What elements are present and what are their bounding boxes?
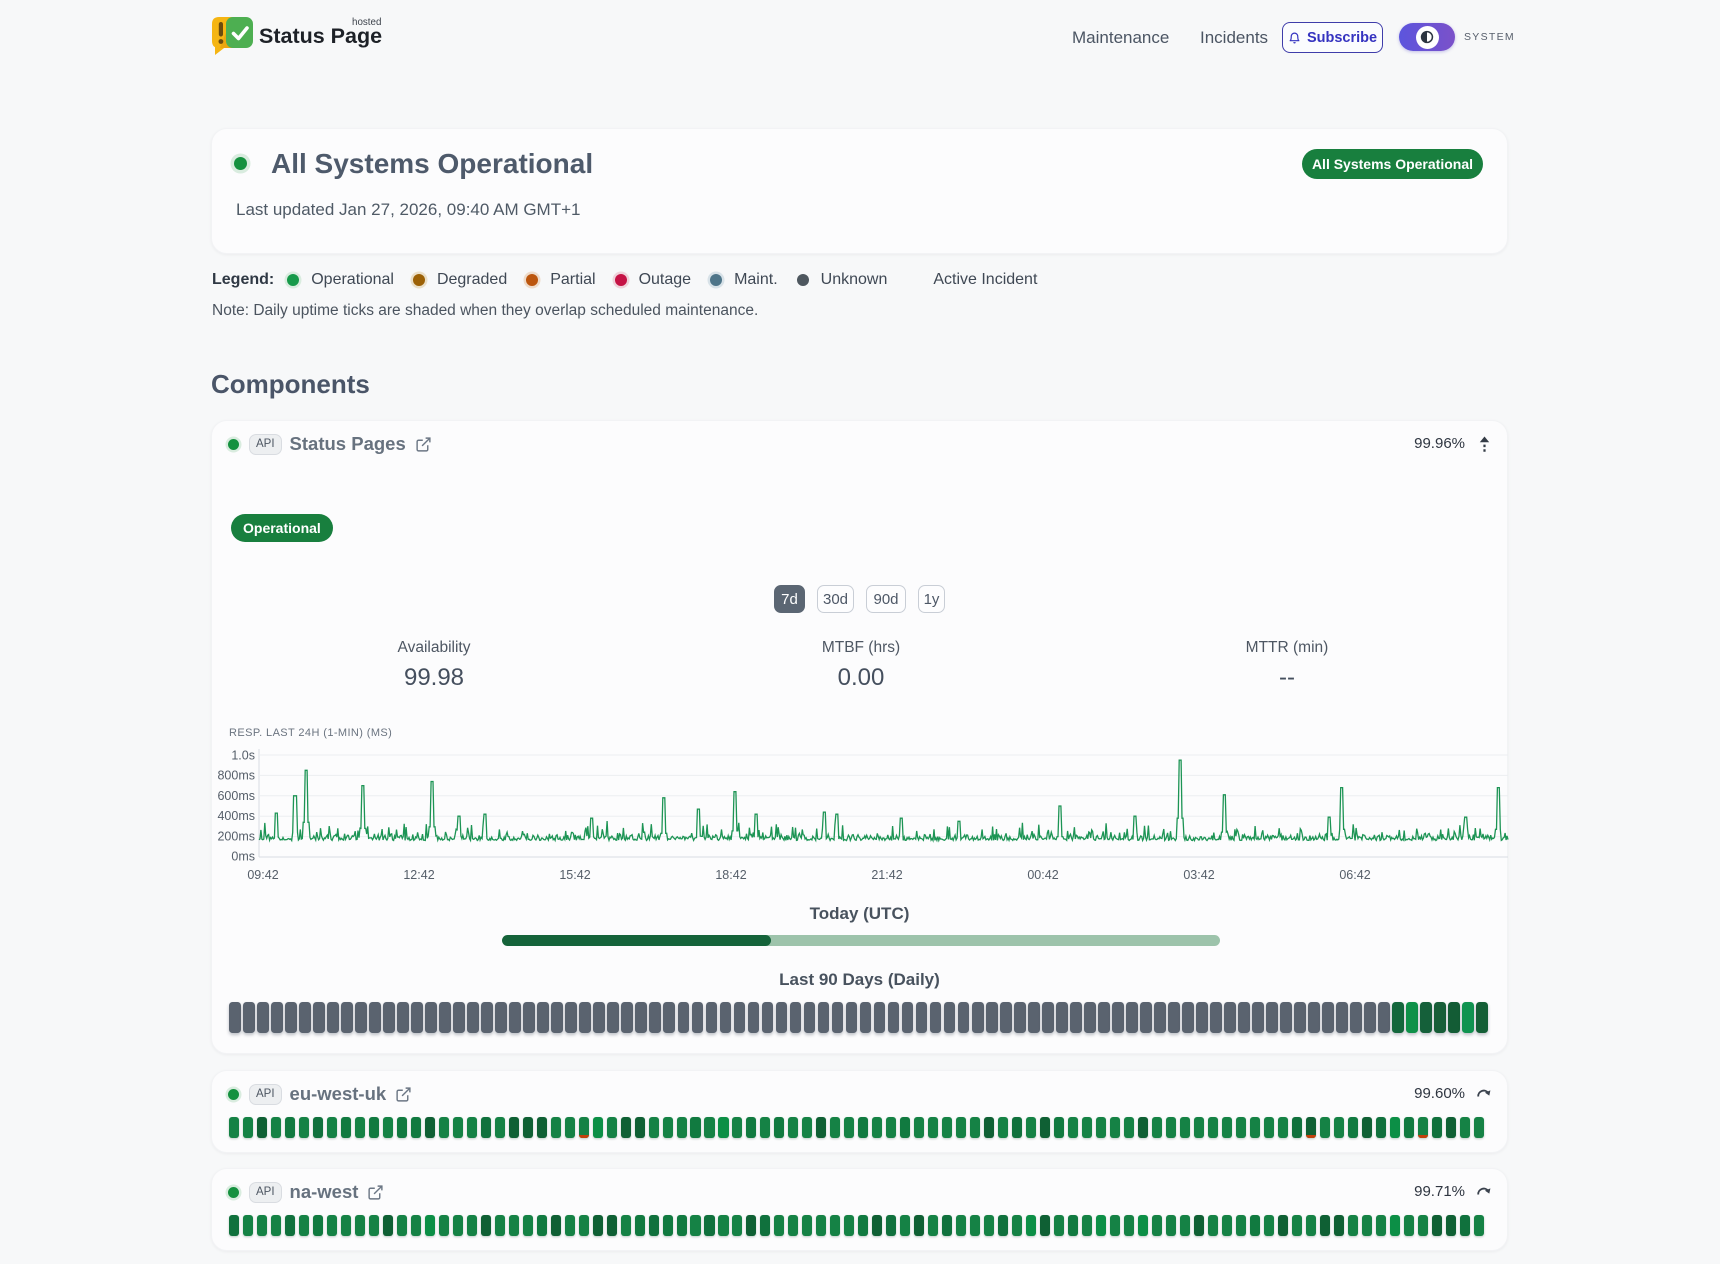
svg-text:18:42: 18:42 <box>715 868 746 882</box>
svg-text:800ms: 800ms <box>217 769 255 783</box>
svg-text:06:42: 06:42 <box>1339 868 1370 882</box>
svg-text:15:42: 15:42 <box>559 868 590 882</box>
svg-text:200ms: 200ms <box>217 829 255 843</box>
svg-text:0ms: 0ms <box>231 850 255 864</box>
svg-text:09:42: 09:42 <box>247 868 278 882</box>
svg-text:12:42: 12:42 <box>403 868 434 882</box>
svg-text:00:42: 00:42 <box>1027 868 1058 882</box>
svg-text:21:42: 21:42 <box>871 868 902 882</box>
svg-text:600ms: 600ms <box>217 789 255 803</box>
svg-text:400ms: 400ms <box>217 809 255 823</box>
svg-text:03:42: 03:42 <box>1183 868 1214 882</box>
svg-text:1.0s: 1.0s <box>231 749 255 763</box>
